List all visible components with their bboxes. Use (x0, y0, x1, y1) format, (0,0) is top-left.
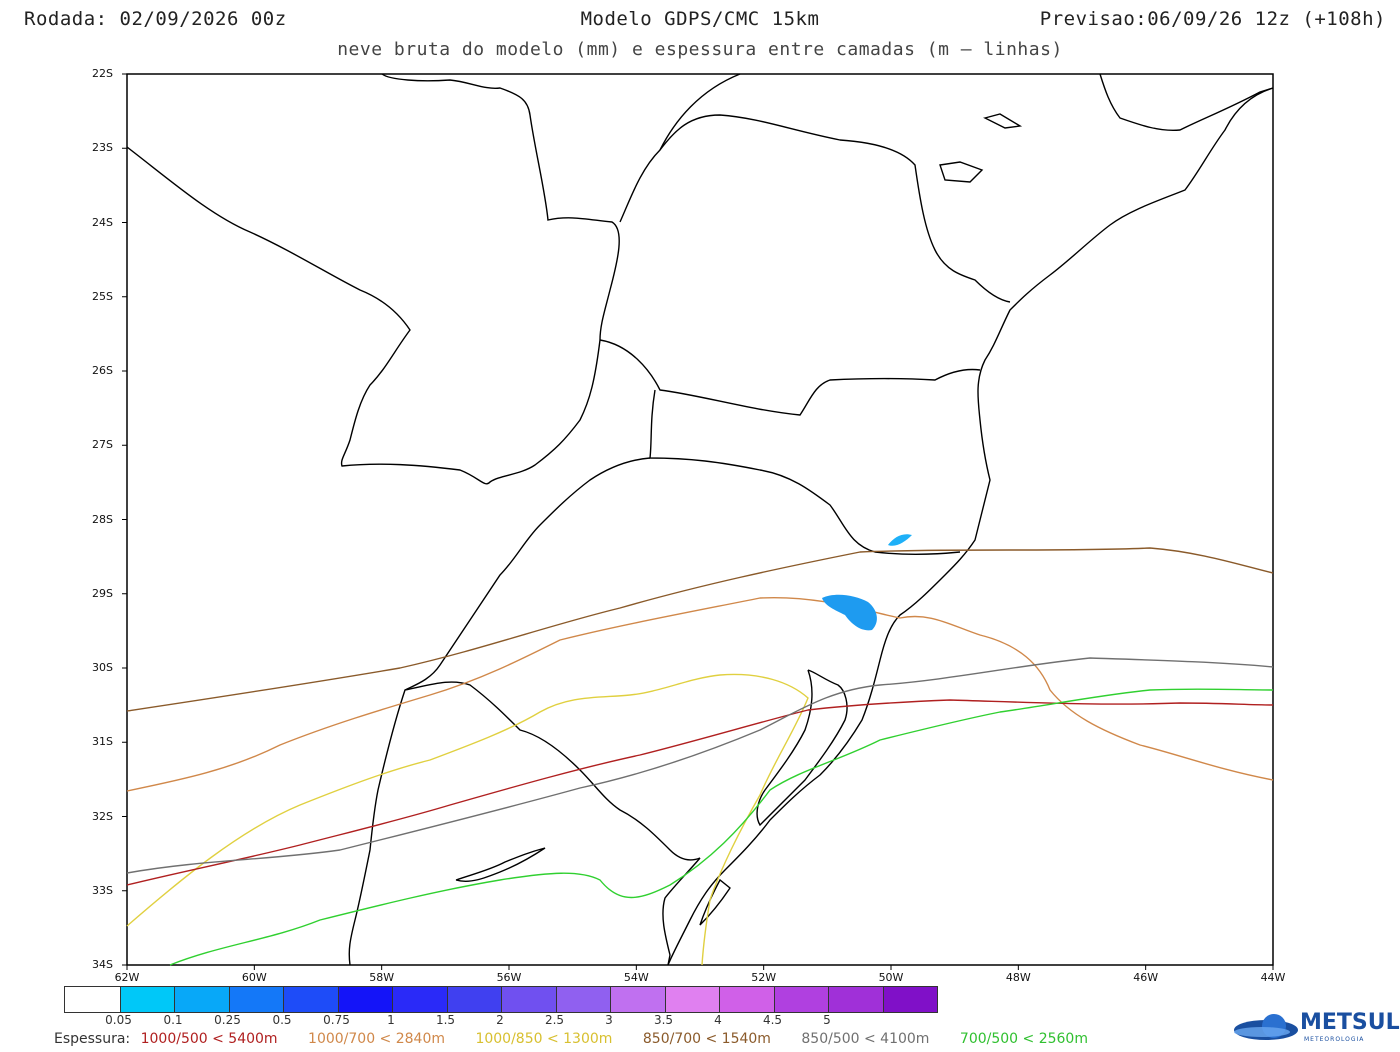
lon-label-50w: 50W (878, 971, 904, 984)
colorbar-label: 3.5 (653, 1013, 674, 1027)
lat-label-26s: 26S (92, 364, 113, 377)
legend-item-700-500: 700/500 < 2560m (959, 1031, 1088, 1047)
thickness-850-500 (126, 657, 1274, 874)
colorbar-swatch (119, 987, 174, 1012)
lon-label-62w: 62W (114, 971, 140, 984)
colorbar-label: 0.5 (272, 1013, 292, 1027)
colorbar-label: 4.5 (762, 1013, 783, 1027)
colorbar-swatch (65, 987, 120, 1012)
lat-label-24s: 24S (92, 215, 113, 229)
colorbar-label: 0.05 (105, 1013, 132, 1027)
colorbar-swatch (283, 987, 338, 1012)
lat-label-29s: 29S (92, 586, 113, 600)
lat-label-33s: 33S (92, 883, 113, 897)
lat-label-30s: 30S (92, 661, 113, 674)
legend-item-1000-850: 1000/850 < 1300m (475, 1031, 613, 1047)
thickness-1000-850 (126, 673, 809, 966)
colorbar-swatch (174, 987, 229, 1012)
lat-label-23s: 23S (92, 141, 113, 155)
colorbar-swatch (337, 987, 392, 1012)
legend-item-1000-500: 1000/500 < 5400m (140, 1031, 278, 1047)
lat-label-28s: 28S (92, 512, 113, 526)
colorbar-swatch (773, 987, 828, 1012)
lat-label-25s: 25S (92, 289, 113, 303)
legend-prefix: Espessura: (54, 1031, 131, 1047)
map-frame (126, 73, 1274, 966)
snow-area-serra (822, 594, 877, 631)
legend-item-850-500: 850/500 < 4100m (801, 1031, 930, 1047)
model-title: Modelo GDPS/CMC 15km (580, 8, 820, 30)
thickness-700-500 (169, 688, 1274, 966)
thickness-lines (126, 547, 1274, 966)
lat-label-27s: 27S (92, 438, 113, 452)
colorbar-label: 1 (387, 1013, 395, 1027)
map-subtitle: neve bruta do modelo (mm) e espessura en… (337, 39, 1063, 60)
colorbar-label: 5 (823, 1013, 831, 1027)
colorbar-swatch (392, 987, 447, 1012)
lon-label-46w: 46W (1133, 971, 1159, 984)
lon-label-56w: 56W (496, 971, 522, 984)
legend-item-1000-700: 1000/700 < 2840m (308, 1031, 445, 1047)
colorbar-swatch (228, 987, 283, 1012)
lon-label-52w: 52W (751, 971, 777, 984)
legend-item-850-700: 850/700 < 1540m (642, 1031, 771, 1047)
thickness-legend: Espessura: 1000/500 < 5400m 1000/700 < 2… (54, 1031, 1114, 1047)
colorbar-label: 4 (714, 1013, 722, 1027)
colorbar-label: 0.75 (323, 1013, 350, 1027)
lon-label-58w: 58W (369, 971, 395, 984)
axis-ticks (122, 73, 1274, 970)
logo-subtitle: METEOROLOGIA (1304, 1036, 1365, 1043)
lat-label-32s: 32S (92, 809, 113, 823)
colorbar-swatch (664, 987, 719, 1012)
colorbar-swatch (446, 987, 501, 1012)
colorbar-swatch (610, 987, 665, 1012)
snow-areas (822, 534, 912, 631)
thickness-1000-500 (126, 699, 1274, 886)
colorbar (64, 986, 938, 1013)
thickness-850-700 (126, 547, 1274, 712)
thickness-1000-700 (126, 596, 1274, 792)
colorbar-swatch (828, 987, 883, 1012)
colorbar-swatch (882, 987, 937, 1012)
forecast-time-label: Previsao:06/09/26 12z (+108h) (1039, 8, 1386, 30)
lon-label-60w: 60W (241, 971, 267, 984)
lat-label-31s: 31S (92, 735, 113, 749)
lat-label-22s: 22S (92, 67, 113, 80)
colorbar-label: 2 (496, 1013, 504, 1027)
colorbar-swatch (719, 987, 774, 1012)
snow-area-north (888, 534, 912, 546)
colorbar-swatch (501, 987, 556, 1012)
colorbar-label: 2.5 (544, 1013, 565, 1027)
colorbar-label: 3 (605, 1013, 613, 1027)
colorbar-swatch (555, 987, 610, 1012)
colorbar-label: 0.1 (163, 1013, 183, 1027)
metsul-logo-icon (1234, 1014, 1298, 1040)
run-time-label: Rodada: 02/09/2026 00z (24, 8, 287, 30)
lat-label-34s: 34S (92, 958, 113, 971)
lon-label-54w: 54W (623, 971, 649, 984)
colorbar-label: 0.25 (214, 1013, 241, 1027)
lon-label-48w: 48W (1005, 971, 1031, 984)
logo-name: METSUL (1300, 1010, 1400, 1035)
political-borders (126, 73, 1274, 966)
lon-label-44w: 44W (1260, 971, 1286, 984)
colorbar-label: 1.5 (435, 1013, 456, 1027)
